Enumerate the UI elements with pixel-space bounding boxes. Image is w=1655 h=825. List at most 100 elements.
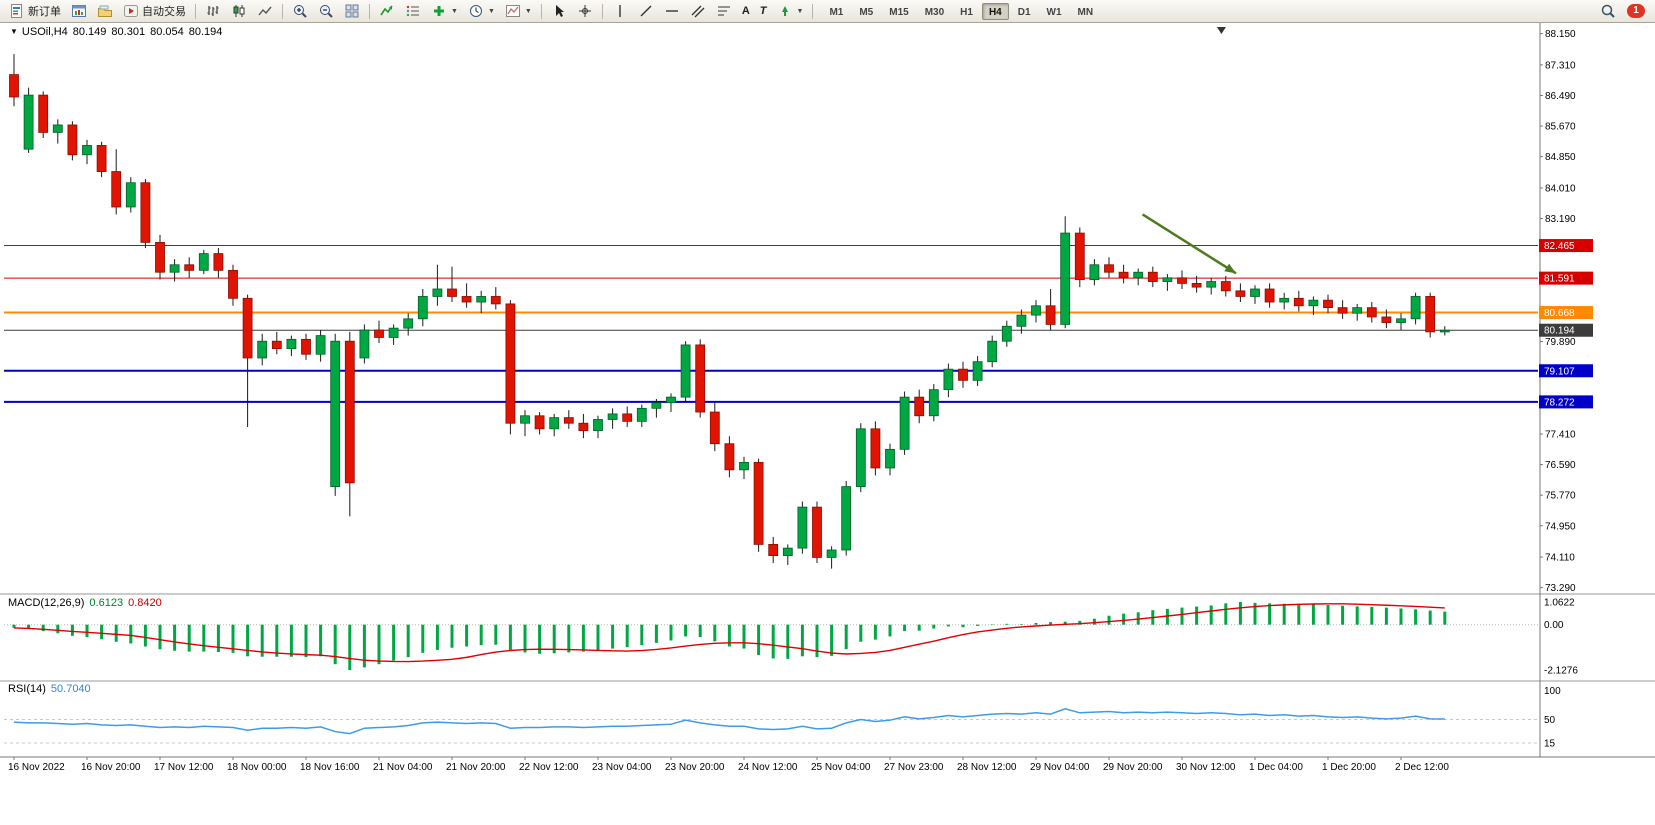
crosshair-tool-button[interactable] bbox=[573, 2, 597, 21]
price-axis-label: 75.770 bbox=[1545, 491, 1576, 502]
rsi-value: 50.7040 bbox=[50, 683, 91, 695]
timeframe-button-w1[interactable]: W1 bbox=[1040, 3, 1069, 20]
dropdown-caret-icon: ▼ bbox=[524, 7, 532, 15]
timeframe-button-h4[interactable]: H4 bbox=[981, 2, 1009, 20]
trendline-tool-button[interactable] bbox=[634, 2, 658, 21]
timeframe-button-d1[interactable]: D1 bbox=[1011, 3, 1038, 20]
cursor-tool-button[interactable] bbox=[547, 2, 571, 21]
timeframe-button-m1[interactable]: M1 bbox=[822, 3, 850, 20]
templates-button[interactable]: ▼ bbox=[501, 2, 536, 21]
candle-down bbox=[67, 124, 78, 156]
tile-windows-button[interactable] bbox=[340, 2, 364, 21]
ohlc-high: 80.301 bbox=[111, 26, 146, 38]
candle-up bbox=[315, 335, 326, 355]
new-chart-button[interactable] bbox=[67, 2, 91, 21]
candle-up bbox=[257, 340, 268, 359]
zoom-in-icon bbox=[292, 3, 308, 19]
zoom-out-button[interactable] bbox=[314, 2, 338, 21]
candle-down bbox=[724, 443, 735, 471]
candle-up bbox=[666, 396, 676, 404]
indicators-button[interactable] bbox=[375, 2, 399, 21]
candle-up bbox=[198, 253, 209, 271]
price-badge bbox=[1539, 271, 1593, 285]
timeframe-button-m30[interactable]: M30 bbox=[918, 3, 951, 20]
symbol-title: USOil,H4 bbox=[21, 26, 68, 38]
candle-down bbox=[622, 413, 633, 422]
trend-arrow-annotation[interactable] bbox=[1141, 213, 1237, 275]
candle-up bbox=[885, 448, 895, 469]
candle-up bbox=[1001, 325, 1012, 342]
line-chart-button[interactable] bbox=[253, 2, 277, 21]
price-axis-label: 74.950 bbox=[1545, 521, 1576, 532]
arrows-tool-button[interactable]: ▼ bbox=[773, 2, 808, 21]
text-tool-button[interactable]: A bbox=[738, 2, 754, 21]
candle-up bbox=[593, 419, 603, 432]
candle-down bbox=[1293, 297, 1304, 307]
rsi-axis-label: 50 bbox=[1544, 715, 1556, 726]
candle-up bbox=[1352, 307, 1363, 314]
horizontal-line-tool-button[interactable] bbox=[660, 2, 684, 21]
candle-up bbox=[1031, 305, 1041, 316]
ohlc-low: 80.054 bbox=[150, 26, 184, 38]
candle-up bbox=[651, 402, 662, 409]
timeframe-button-mn[interactable]: MN bbox=[1071, 3, 1101, 20]
add-indicator-button[interactable]: ▼ bbox=[427, 2, 462, 21]
candle-up bbox=[125, 182, 136, 208]
bar-chart-icon bbox=[205, 3, 221, 19]
candle-down bbox=[914, 396, 925, 417]
search-button[interactable] bbox=[1596, 2, 1620, 21]
candle-down bbox=[870, 428, 881, 469]
symbol-dropdown-arrow-icon[interactable]: ▼ bbox=[10, 27, 18, 36]
candle-up bbox=[1410, 296, 1421, 320]
timeframe-button-m5[interactable]: M5 bbox=[852, 3, 880, 20]
equidistant-channel-tool-button[interactable] bbox=[686, 2, 710, 21]
chart-canvas[interactable]: 1.0622 0.00 -2.1276 100 50 15 88.150 87.310 86.4… bbox=[0, 23, 1655, 780]
price-badge bbox=[1539, 364, 1593, 378]
candle-down bbox=[9, 74, 19, 98]
bar-chart-button[interactable] bbox=[201, 2, 225, 21]
macd-axis-label: -2.1276 bbox=[1544, 666, 1578, 677]
vertical-line-tool-button[interactable] bbox=[608, 2, 632, 21]
toolbar-right-group: 1 bbox=[1595, 2, 1651, 21]
crosshair-icon bbox=[577, 3, 593, 19]
line-chart-icon bbox=[257, 3, 273, 19]
price-axis-label: 87.310 bbox=[1545, 60, 1576, 71]
price-badge bbox=[1539, 239, 1593, 253]
candle-down bbox=[1235, 290, 1246, 297]
zoom-in-button[interactable] bbox=[288, 2, 312, 21]
price-badge bbox=[1539, 395, 1593, 409]
macd-axis-label: 0.00 bbox=[1544, 620, 1564, 631]
price-axis-label: 73.290 bbox=[1545, 583, 1576, 594]
price-badge-label: 80.194 bbox=[1544, 326, 1575, 337]
notification-badge[interactable]: 1 bbox=[1627, 4, 1645, 18]
chart-shift-marker[interactable] bbox=[1216, 27, 1226, 34]
timeframe-button-m15[interactable]: M15 bbox=[882, 3, 915, 20]
candle-down bbox=[958, 368, 968, 381]
timeframe-button-h1[interactable]: H1 bbox=[953, 3, 980, 20]
time-axis-label: 22 Nov 12:00 bbox=[519, 762, 579, 773]
fibonacci-tool-button[interactable] bbox=[712, 2, 736, 21]
candle-down bbox=[1220, 281, 1231, 292]
candle-up bbox=[1250, 288, 1260, 297]
candle-down bbox=[96, 145, 107, 172]
timeframe-group: M1 M5 M15 M30 H1 H4 D1 W1 MN bbox=[821, 2, 1101, 20]
macd-main-value: 0.6123 bbox=[89, 597, 124, 609]
objects-list-button[interactable] bbox=[401, 2, 425, 21]
text-label-tool-button[interactable]: T bbox=[756, 2, 771, 21]
candle-down bbox=[753, 461, 764, 545]
periods-button[interactable]: ▼ bbox=[464, 2, 499, 21]
candle-down bbox=[228, 269, 238, 299]
autotrading-button[interactable]: 自动交易 bbox=[119, 2, 190, 21]
candle-up bbox=[1162, 277, 1173, 282]
candlestick-chart-button[interactable] bbox=[227, 2, 251, 21]
time-axis-label: 25 Nov 04:00 bbox=[811, 762, 871, 773]
profiles-button[interactable] bbox=[93, 2, 117, 21]
candle-down bbox=[301, 338, 311, 355]
candle-down bbox=[1425, 296, 1436, 333]
candle-down bbox=[695, 344, 706, 413]
trend-arrow-head[interactable] bbox=[1224, 263, 1237, 274]
candle-down bbox=[534, 415, 545, 430]
price-badge bbox=[1539, 323, 1593, 337]
candle-down bbox=[1147, 271, 1158, 282]
new-order-button[interactable]: 新订单 bbox=[5, 2, 65, 21]
